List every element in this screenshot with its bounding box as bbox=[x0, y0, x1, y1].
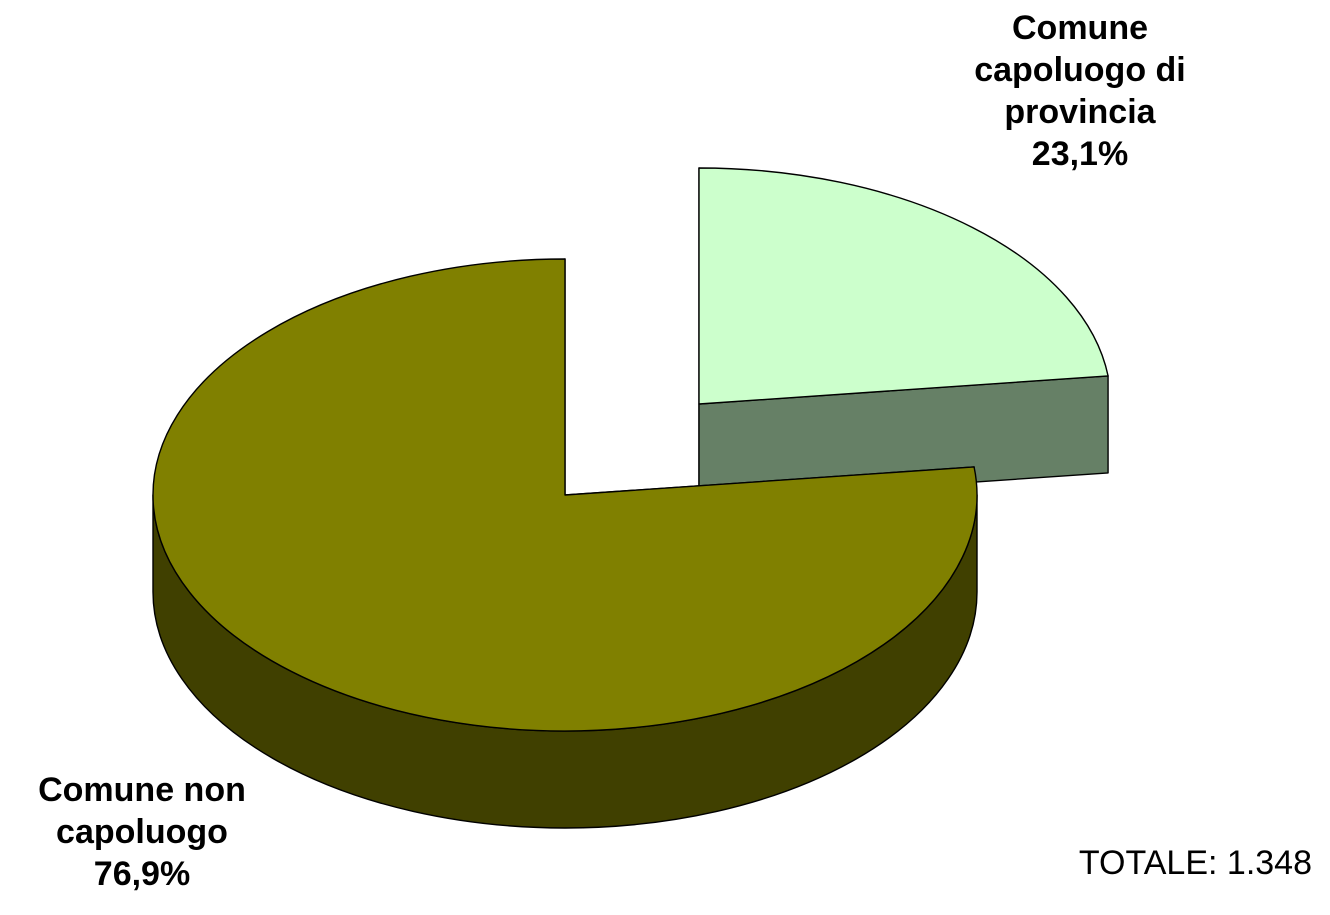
slice-label-capoluogo: Comune capoluogo di provincia 23,1% bbox=[920, 7, 1240, 175]
slice-name-line: provincia bbox=[1004, 93, 1156, 131]
slice-name-line: Comune non bbox=[38, 771, 246, 809]
slice-label-non-capoluogo: Comune non capoluogo 76,9% bbox=[0, 769, 284, 895]
total-count: TOTALE: 1.348 bbox=[1078, 844, 1312, 882]
slices-layer bbox=[152, 167, 1109, 829]
pie-slice bbox=[698, 167, 1109, 405]
slice-value-label: 76,9% bbox=[93, 855, 191, 893]
pie-slice bbox=[152, 258, 978, 732]
slice-name-line: capoluogo bbox=[56, 813, 228, 851]
slice-name-line: Comune bbox=[1012, 9, 1148, 47]
slice-name-line: capoluogo di bbox=[974, 51, 1186, 89]
slice-value-label: 23,1% bbox=[1031, 135, 1129, 173]
